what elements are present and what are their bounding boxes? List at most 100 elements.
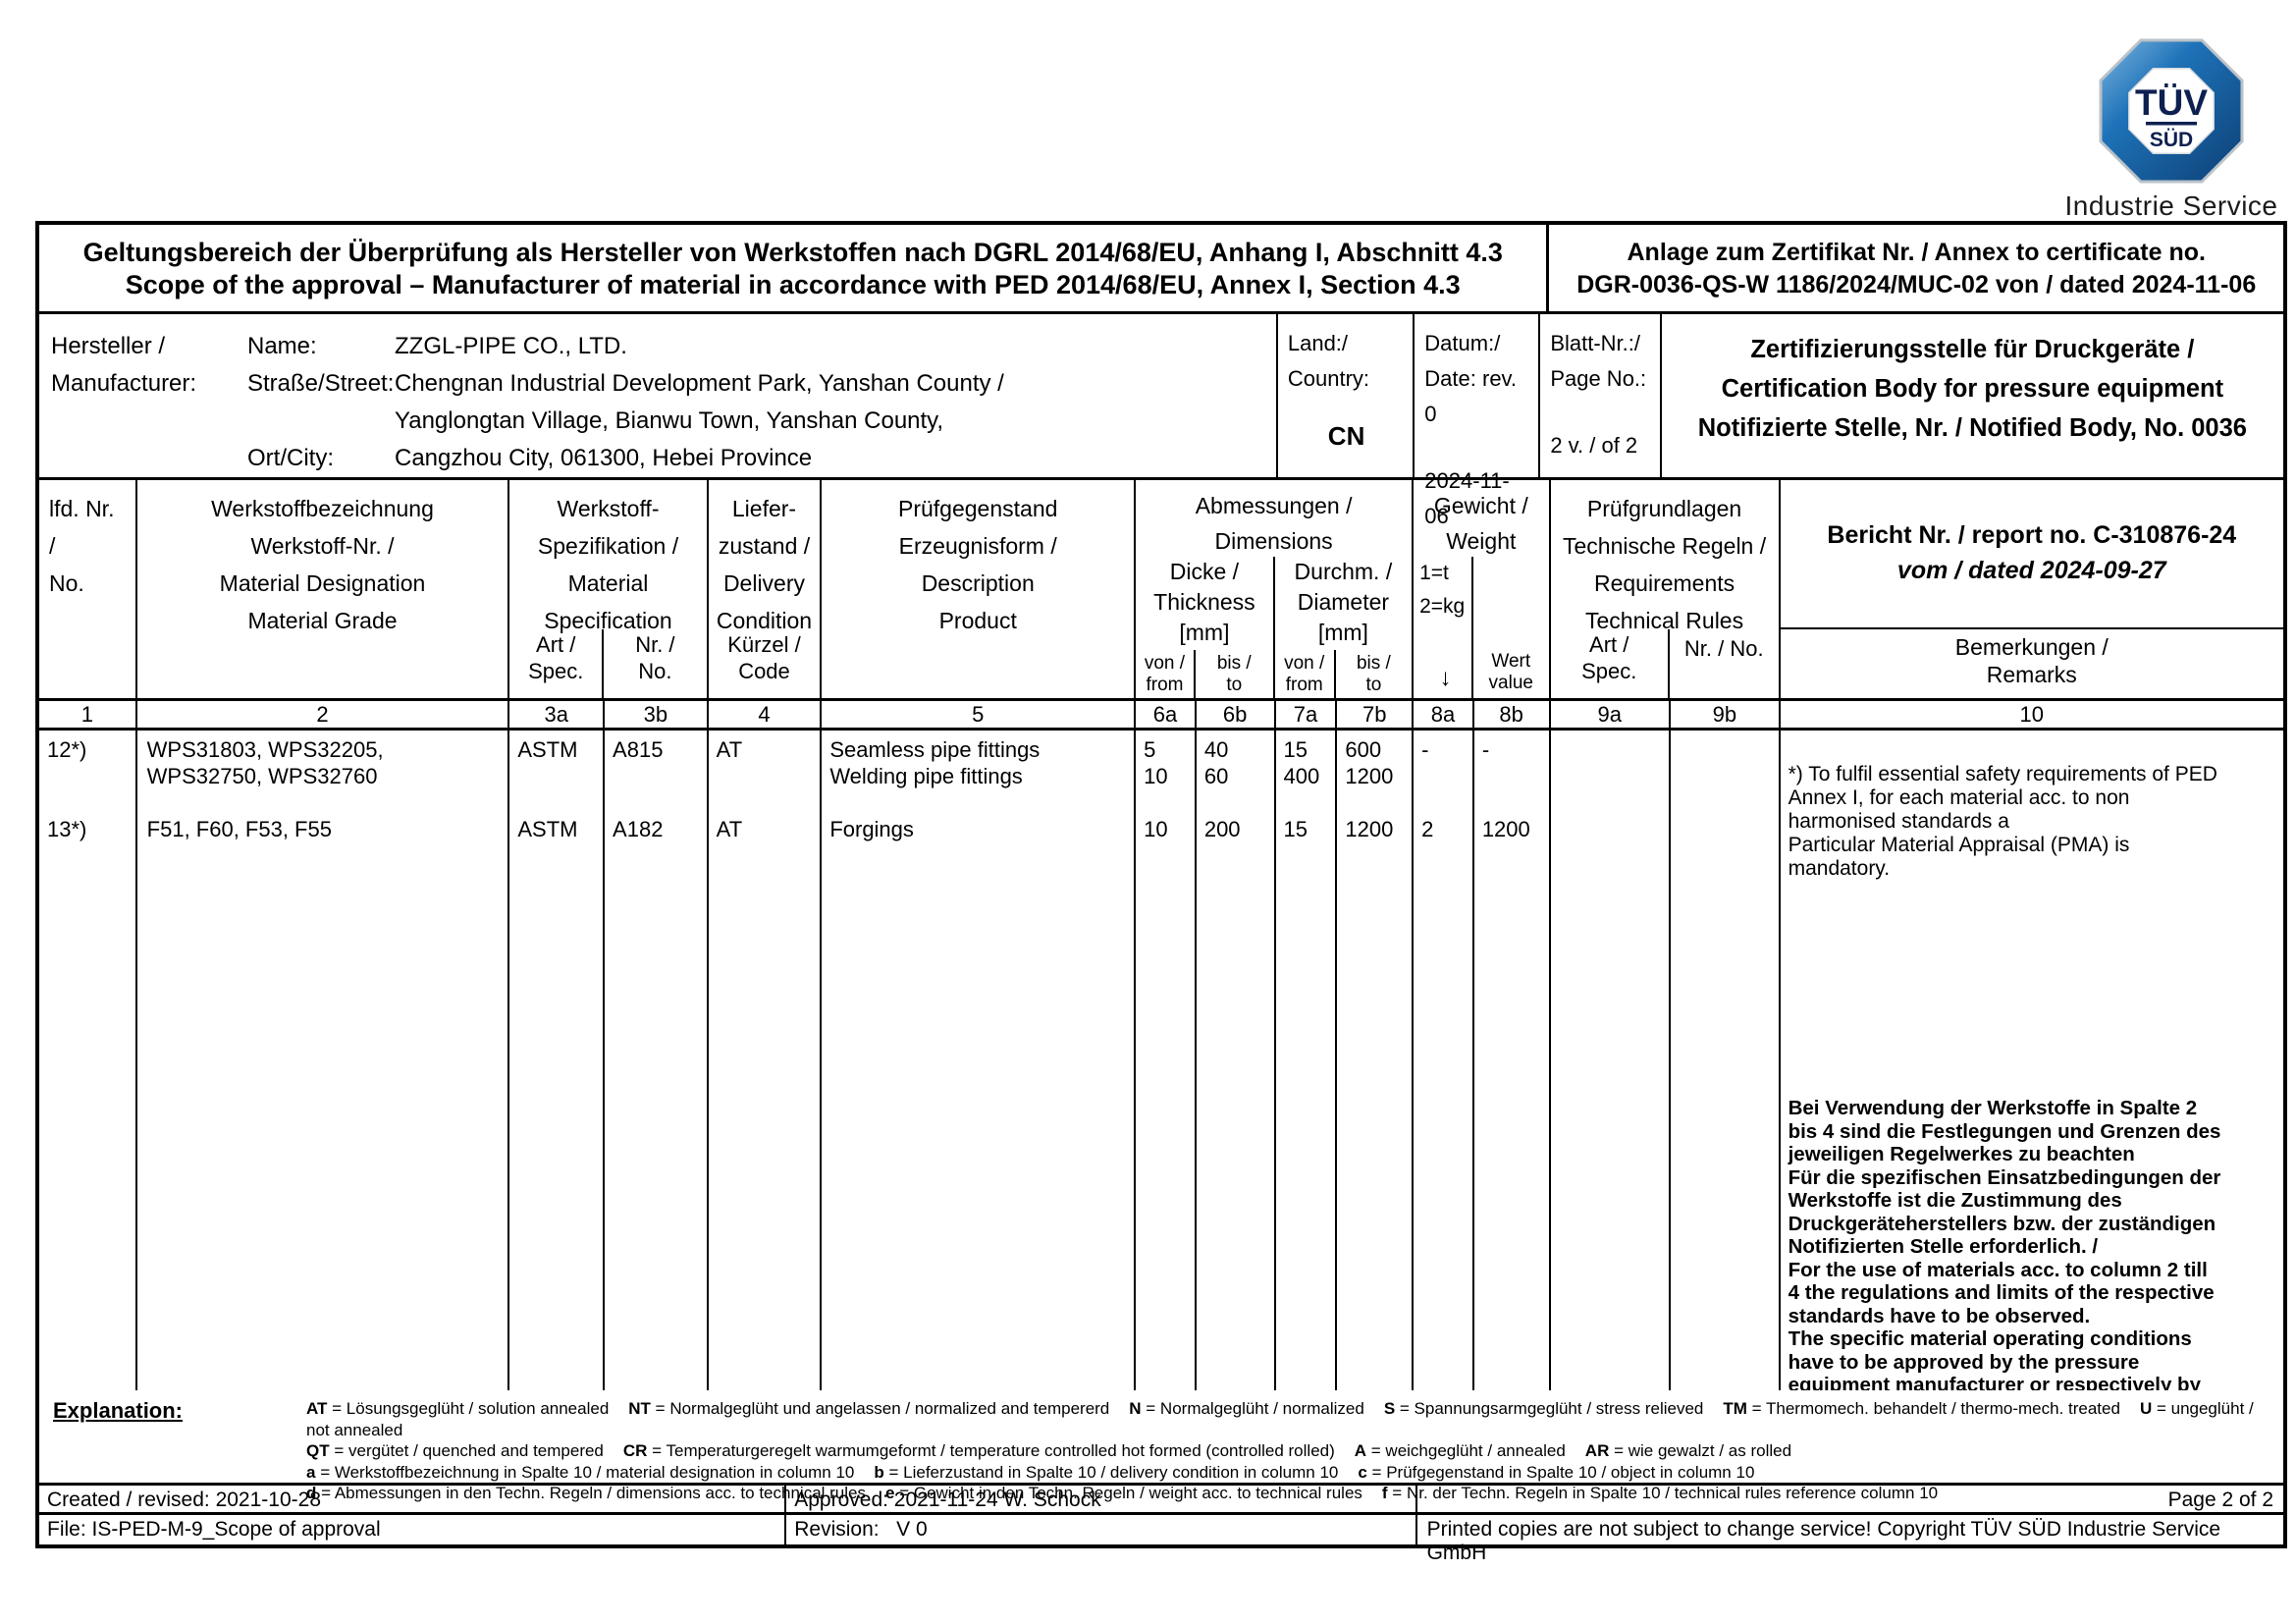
footer-approved: Approved: 2021-11-24 W. Schock — [786, 1486, 1417, 1512]
country-label: Land:/ Country: — [1287, 331, 1370, 391]
data-material-designation: WPS31803, WPS32205, WPS32750, WPS32760 F… — [137, 731, 510, 1390]
col-number-3a: 3a — [509, 701, 606, 728]
certification-body: Zertifizierungsstelle für Druckgeräte / … — [1697, 336, 2247, 442]
header-weight-units: 1=t 2=kg — [1419, 562, 1466, 618]
logo-divider — [2146, 122, 2197, 126]
scope-title: Geltungsbereich der Überprüfung als Hers… — [39, 225, 1550, 311]
header-diameter-to: bis / to — [1356, 653, 1391, 695]
header-delivery-code: Kürzel / Code — [727, 632, 801, 683]
header-material-designation: Werkstoffbezeichnung Werkstoff-Nr. / Mat… — [137, 480, 510, 698]
manufacturer-block: Hersteller / Manufacturer: Name: Straße/… — [39, 314, 1278, 477]
manufacturer-label: Hersteller / Manufacturer: — [51, 333, 197, 397]
table-header: lfd. Nr. / No. Werkstoffbezeichnung Werk… — [39, 480, 2283, 701]
down-arrow-icon: ↓ — [1439, 665, 1452, 691]
footer-revision: Revision: V 0 — [786, 1515, 1417, 1544]
data-weight-unit: - 2 — [1414, 731, 1474, 1390]
header-weight-value: Wert value — [1488, 651, 1533, 693]
page-number-label: Blatt-Nr.:/ Page No.: — [1550, 331, 1647, 391]
data-rules-nr — [1671, 731, 1781, 1390]
header-product: Prüfgegenstand Erzeugnisform / Descripti… — [822, 480, 1137, 698]
data-no: 12*) 13*) — [39, 731, 137, 1390]
header-rules-nr: Nr. / No. — [1683, 636, 1764, 661]
col-number-8a: 8a — [1414, 701, 1474, 728]
header-delivery-condition-group: Liefer- zustand / Delivery Condition Kür… — [709, 480, 823, 698]
header-spec-art: Art / Spec. — [509, 629, 605, 698]
title-row: Geltungsbereich der Überprüfung als Hers… — [39, 225, 2283, 314]
header-thickness-to: bis / to — [1216, 653, 1252, 695]
logo-caption: Industrie Service — [2064, 190, 2278, 221]
report-date: vom / dated 2024-09-27 — [1896, 557, 2166, 584]
report-number: Bericht Nr. / report no. C-310876-24 — [1827, 521, 2237, 549]
footer-copyright: Printed copies are not subject to change… — [1426, 1518, 2221, 1564]
data-spec-art: ASTM ASTM — [509, 731, 606, 1390]
country-cell: Land:/ Country: CN — [1278, 314, 1415, 477]
header-dimensions-body: Dicke / Thickness [mm] von / from bis / … — [1136, 557, 1412, 698]
manufacturer-row: Hersteller / Manufacturer: Name: Straße/… — [39, 314, 2283, 528]
explanation-label: Explanation: — [53, 1398, 184, 1423]
header-thickness-subcells: von / from bis / to — [1136, 650, 1273, 698]
scope-title-en: Scope of the approval – Manufacturer of … — [125, 270, 1461, 299]
col-number-9a: 9a — [1551, 701, 1672, 728]
data-thickness-to: 40 60 200 — [1197, 731, 1276, 1390]
col-number-9b: 9b — [1671, 701, 1781, 728]
header-delivery-condition: Liefer- zustand / Delivery Condition — [716, 496, 813, 633]
header-rules-subcells: Art / Spec. Nr. / No. — [1551, 629, 1779, 698]
column-number-row: 1 2 3a 3b 4 5 6a 6b 7a 7b 8a 8b 9a 9b 10 — [39, 701, 2283, 731]
header-rules-group: Prüfgrundlagen Technische Regeln / Requi… — [1551, 480, 1781, 698]
data-rules-art — [1551, 731, 1672, 1390]
header-diameter-group: Durchm. / Diameter [mm] von / from bis /… — [1275, 557, 1412, 698]
tuv-sud-logo: TÜV SÜD Industrie Service — [2054, 37, 2289, 222]
header-thickness: Dicke / Thickness [mm] — [1153, 559, 1255, 645]
remark-pma-note: *) To fulfil essential safety requiremen… — [1788, 763, 2217, 880]
header-thickness-from: von / from — [1136, 650, 1196, 698]
col-number-7a: 7a — [1276, 701, 1338, 728]
col-number-7b: 7b — [1337, 701, 1415, 728]
header-report-column: Bericht Nr. / report no. C-310876-24 vom… — [1780, 480, 2283, 698]
tuv-sud-octagon-icon: TÜV SÜD — [2099, 38, 2244, 184]
header-no: lfd. Nr. / No. — [39, 480, 137, 698]
scope-title-de: Geltungsbereich der Überprüfung als Hers… — [82, 238, 1503, 267]
annex-label: Anlage zum Zertifikat Nr. / Annex to cer… — [1627, 239, 2206, 266]
explanation-lines: AT = Lösungsgeglüht / solution annealed N… — [306, 1399, 2254, 1502]
data-thickness-from: 5 10 10 — [1136, 731, 1197, 1390]
footer-created: Created / revised: 2021-10-28 — [39, 1486, 787, 1512]
date-label: Datum:/ Date: rev. 0 — [1424, 331, 1518, 426]
certificate-document: Geltungsbereich der Überprüfung als Hers… — [35, 221, 2287, 1564]
header-weight: Gewicht / Weight — [1433, 493, 1528, 554]
logo-tuv-text: TÜV — [2135, 82, 2208, 123]
data-weight-value: - 1200 — [1474, 731, 1551, 1390]
footer-page: Page 2 of 2 — [2167, 1489, 2273, 1511]
data-remarks: *) To fulfil essential safety requiremen… — [1781, 731, 2283, 1390]
header-technical-rules: Prüfgrundlagen Technische Regeln / Requi… — [1563, 496, 1767, 633]
footer-row-2: File: IS-PED-M-9_Scope of approval Revis… — [39, 1515, 2283, 1564]
header-weight-unit-cell: 1=t 2=kg ↓ — [1414, 557, 1473, 698]
footer-file: File: IS-PED-M-9_Scope of approval — [39, 1515, 787, 1544]
header-weight-body: 1=t 2=kg ↓ Wert value — [1414, 557, 1548, 698]
explanation-section: Explanation: AT = Lösungsgeglüht / solut… — [39, 1390, 2283, 1502]
octagon-inner — [2128, 68, 2215, 154]
annex-certificate-number: DGR-0036-QS-W 1186/2024/MUC-02 von / dat… — [1576, 271, 2257, 298]
data-diameter-to: 600 1200 1200 — [1337, 731, 1415, 1390]
footer-row-1: Created / revised: 2021-10-28 Approved: … — [39, 1486, 2283, 1515]
col-number-6b: 6b — [1197, 701, 1276, 728]
header-weight-group: Gewicht / Weight 1=t 2=kg ↓ Wert value — [1414, 480, 1551, 698]
page-number-value: 2 v. / of 2 — [1550, 433, 1638, 458]
header-dimensions-group: Abmessungen / Dimensions Dicke / Thickne… — [1136, 480, 1415, 698]
header-diameter-subcells: von / from bis / to — [1275, 650, 1412, 698]
data-delivery-condition: AT AT — [709, 731, 823, 1390]
date-value: 2024-11-06 — [1424, 468, 1510, 528]
remark-usage-conditions: Bei Verwendung der Werkstoffe in Spalte … — [1788, 1097, 2221, 1390]
data-diameter-from: 15 400 15 — [1276, 731, 1338, 1390]
manufacturer-field-labels: Name: Straße/Street: Ort/City: — [247, 333, 395, 471]
data-product: Seamless pipe fittings Welding pipe fitt… — [822, 731, 1137, 1390]
header-remarks: Bemerkungen / Remarks — [1954, 634, 2109, 687]
header-diameter-from: von / from — [1275, 650, 1336, 698]
annex-title: Anlage zum Zertifikat Nr. / Annex to cer… — [1549, 225, 2283, 311]
header-rules-art: Art / Spec. — [1551, 629, 1670, 698]
header-material-specification: Werkstoff- Spezifikation / Material Spec… — [537, 496, 679, 633]
data-spec-nr: A815 A182 — [605, 731, 709, 1390]
col-number-6a: 6a — [1136, 701, 1197, 728]
header-material-specification-group: Werkstoff- Spezifikation / Material Spec… — [509, 480, 709, 698]
page-number-cell: Blatt-Nr.:/ Page No.: 2 v. / of 2 — [1540, 314, 1662, 477]
